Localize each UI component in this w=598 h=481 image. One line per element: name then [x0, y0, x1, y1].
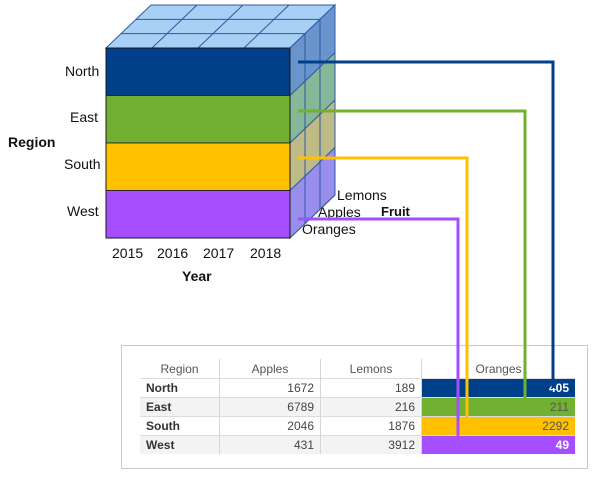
cell-apples: 2046: [219, 416, 321, 436]
region-label-east: East: [70, 109, 99, 125]
year-label-2018: 2018: [250, 245, 282, 261]
table-row-south: South 2046 1876 2292: [140, 416, 575, 436]
table-row-north: North 1672 189 405: [140, 378, 575, 398]
cell-oranges-highlight: 49: [421, 435, 575, 454]
fruit-label-lemons: Lemons: [337, 187, 387, 203]
region-label-north: North: [65, 63, 100, 79]
fruit-label-oranges: Oranges: [302, 221, 356, 237]
cube-front-border: [105, 47, 291, 239]
cell-lemons: 3912: [320, 435, 422, 454]
year-label-2015: 2015: [112, 245, 144, 261]
region-slice-east: [105, 95, 291, 144]
cell-apples: 431: [219, 435, 321, 454]
cell-region: North: [140, 378, 220, 398]
cell-oranges-highlight: 211: [421, 397, 575, 417]
region-label-west: West: [67, 203, 99, 219]
table-row-west: West 431 3912 49: [140, 435, 575, 454]
year-axis-title: Year: [182, 268, 212, 284]
pivot-table-panel: Region Apples Lemons Oranges North 1672 …: [121, 345, 588, 469]
region-slice-south: [105, 142, 291, 191]
region-slice-west: [105, 190, 291, 239]
column-header-apples[interactable]: Apples: [219, 359, 321, 379]
cell-oranges-highlight: 2292: [421, 416, 575, 436]
cell-lemons: 1876: [320, 416, 422, 436]
cell-apples: 1672: [219, 378, 321, 398]
year-label-2017: 2017: [203, 245, 235, 261]
cell-apples: 6789: [219, 397, 321, 417]
cell-lemons: 216: [320, 397, 422, 417]
fruit-label-apples: Apples: [318, 204, 361, 220]
year-label-2016: 2016: [157, 245, 189, 261]
table-header-row: Region Apples Lemons Oranges: [140, 359, 575, 379]
cell-region: East: [140, 397, 220, 417]
cell-oranges-highlight: 405: [421, 378, 575, 398]
table-row-east: East 6789 216 211: [140, 397, 575, 417]
cube-top-gridline: [151, 4, 198, 49]
region-label-south: South: [64, 156, 101, 172]
cube-top-gridline: [243, 4, 290, 49]
cube-top-gridline: [197, 4, 244, 49]
fruit-axis-title: Fruit: [381, 204, 410, 219]
region-slice-north: [105, 47, 291, 96]
cell-region: South: [140, 416, 220, 436]
column-header-region[interactable]: Region: [140, 359, 220, 379]
column-header-lemons[interactable]: Lemons: [320, 359, 422, 379]
column-header-oranges[interactable]: Oranges: [475, 361, 522, 376]
region-axis-title: Region: [8, 134, 56, 150]
pivot-table: Region Apples Lemons Oranges North 1672 …: [140, 359, 575, 454]
cell-region: West: [140, 435, 220, 454]
cell-lemons: 189: [320, 378, 422, 398]
